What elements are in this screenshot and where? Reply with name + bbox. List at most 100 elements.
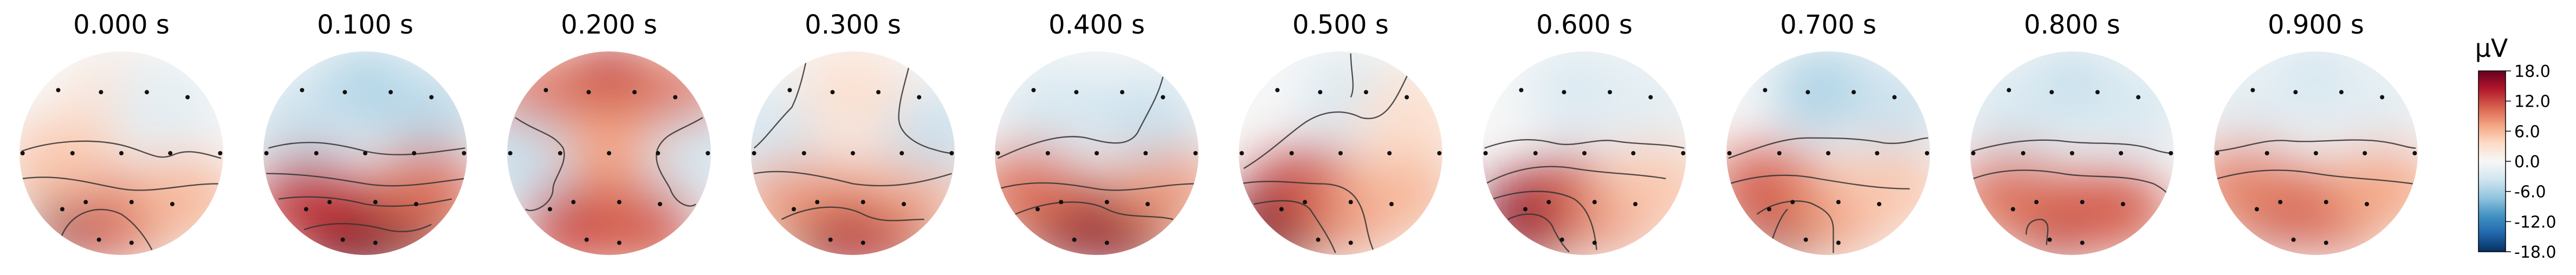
panel-title: 0.200 s: [561, 10, 657, 40]
sensor-marker: [1275, 88, 1280, 93]
sensor-marker: [1836, 240, 1841, 245]
colorbar-tick-label: -12.0: [2514, 213, 2556, 232]
sensor-marker: [2047, 237, 2052, 242]
sensor-marker: [617, 200, 622, 205]
sensor-marker: [2250, 88, 2255, 93]
sensor-marker: [1031, 88, 1036, 93]
sensor-marker: [632, 90, 637, 95]
sensor-marker: [1877, 202, 1881, 206]
sensor-marker: [2323, 200, 2328, 205]
sensor-marker: [1387, 151, 1392, 155]
sensor-marker: [389, 90, 393, 95]
field-blob: [1345, 151, 1442, 237]
sensor-markers: [1483, 88, 1686, 245]
sensor-marker: [264, 151, 269, 155]
sensor-marker: [801, 151, 806, 155]
contour-line: [1973, 169, 2172, 200]
sensor-marker: [1072, 237, 1077, 242]
field-blob: [1970, 151, 2067, 237]
colorbar-gradient: [2478, 70, 2506, 252]
contour-lines: [515, 117, 703, 212]
contour-lines: [753, 56, 953, 221]
sensor-marker: [2339, 90, 2344, 95]
sensor-marker: [2080, 200, 2085, 205]
sensor-marker: [340, 237, 345, 242]
colorbar-tick-label: 12.0: [2514, 93, 2551, 112]
sensor-marker: [70, 151, 75, 155]
sensor-marker: [860, 240, 865, 245]
sensor-marker: [1790, 200, 1795, 205]
sensor-marker: [1095, 151, 1099, 155]
sensor-marker: [1608, 90, 1612, 95]
sensor-marker: [828, 237, 833, 242]
contour-line: [266, 173, 464, 187]
sensor-marker: [1348, 200, 1353, 205]
head-map: [507, 51, 711, 255]
contour-line: [1492, 191, 1597, 250]
panel-title: 0.000 s: [73, 10, 170, 40]
topomap-panel: 0.100 s: [263, 10, 467, 255]
head-map: [751, 51, 955, 255]
topomap-panel: 0.600 s: [1483, 10, 1686, 255]
sensor-marker: [815, 200, 820, 205]
sensor-marker: [1389, 202, 1394, 206]
sensor-marker: [414, 202, 418, 206]
sensor-marker: [607, 151, 611, 155]
panel-title: 0.900 s: [2268, 10, 2364, 40]
topomap-panel: 0.700 s: [1726, 10, 1930, 255]
sensor-marker: [56, 88, 61, 93]
sensor-marker: [2323, 240, 2328, 245]
field-blob: [263, 156, 365, 242]
sensor-marker: [99, 90, 103, 95]
sensor-marker: [1316, 237, 1321, 242]
sensor-marker: [673, 95, 678, 100]
sensor-marker: [1633, 202, 1637, 206]
sensor-marker: [429, 95, 434, 100]
sensor-marker: [1193, 151, 1198, 155]
sensor-marker: [373, 200, 378, 205]
field-blob: [2056, 166, 2169, 252]
sensor-markers: [1239, 88, 1442, 245]
sensor-marker: [129, 200, 134, 205]
head-map: [1483, 51, 1686, 255]
panel-title: 0.700 s: [1780, 10, 1876, 40]
sensor-marker: [571, 200, 576, 205]
colorbar-tick-label: 6.0: [2514, 122, 2540, 141]
sensor-marker: [1523, 207, 1528, 212]
sensor-marker: [1279, 207, 1284, 212]
sensor-marker: [1803, 237, 1808, 242]
sensor-marker: [1826, 151, 1830, 155]
sensor-marker: [706, 151, 710, 155]
contour-line: [898, 66, 953, 154]
sensor-marker: [1533, 151, 1538, 155]
contour-lines: [1972, 139, 2172, 245]
sensor-marker: [2169, 151, 2173, 155]
sensor-marker: [1546, 200, 1551, 205]
sensor-marker: [462, 151, 467, 155]
sensor-marker: [373, 240, 378, 245]
sensor-markers: [20, 88, 223, 245]
field-blob: [1838, 64, 1930, 150]
sensor-marker: [1519, 88, 1524, 93]
sensor-marker: [2264, 151, 2269, 155]
sensor-marker: [1104, 200, 1109, 205]
contour-line: [1972, 139, 2172, 154]
colorbar: µV 18.0 12.0 6.0 0.0 -6.0 -12.0 -18.0: [2475, 34, 2556, 262]
field-blob: [20, 120, 116, 206]
sensor-marker: [2121, 202, 2125, 206]
sensor-marker: [1805, 90, 1810, 95]
contour-line: [1756, 200, 1834, 253]
sensor-marker: [2215, 151, 2219, 155]
contour-line: [1243, 61, 1413, 169]
sensor-marker: [2034, 200, 2039, 205]
sensor-marker: [2007, 88, 2011, 93]
sensor-marker: [2412, 151, 2417, 155]
colorbar-tick-label: -18.0: [2514, 243, 2556, 262]
sensor-marker: [1059, 200, 1064, 205]
field-blob: [370, 69, 467, 155]
sensor-marker: [543, 88, 548, 93]
field-blob: [995, 146, 1087, 232]
sensor-marker: [860, 200, 865, 205]
sensor-marker: [185, 95, 190, 100]
